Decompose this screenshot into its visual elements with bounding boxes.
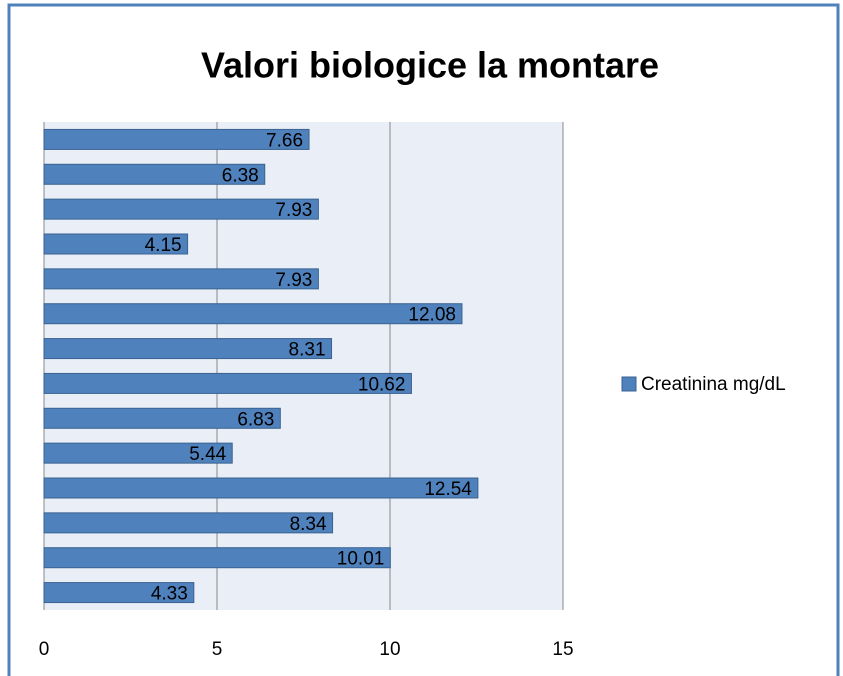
bar (43, 233, 189, 255)
legend-label: Creatinina mg/dL (641, 374, 786, 395)
data-label: 10.62 (358, 374, 406, 395)
data-label: 5.44 (189, 444, 226, 465)
bar (43, 128, 310, 150)
bar (43, 163, 266, 185)
bar (43, 338, 333, 360)
x-tick-label: 0 (39, 639, 50, 660)
x-tick-label: 10 (379, 639, 400, 660)
data-label: 8.34 (290, 514, 327, 535)
bar (43, 198, 319, 220)
bar (43, 442, 233, 464)
data-label: 6.83 (237, 409, 274, 430)
data-label: 12.54 (424, 479, 472, 500)
data-label: 7.93 (275, 270, 312, 291)
bar (43, 268, 319, 290)
data-label: 12.08 (408, 305, 456, 326)
bar (43, 372, 412, 394)
bar (43, 303, 463, 325)
chart-title: Valori biologice la montare (201, 45, 659, 86)
data-label: 7.66 (266, 130, 303, 151)
bar (43, 582, 195, 604)
x-tick-label: 5 (212, 639, 223, 660)
data-label: 10.01 (337, 549, 385, 570)
legend-swatch (621, 376, 637, 392)
bar (43, 407, 281, 429)
data-label: 4.15 (145, 235, 182, 256)
bar (43, 477, 479, 499)
bar (43, 512, 334, 534)
data-label: 7.93 (275, 200, 312, 221)
data-label: 6.38 (222, 165, 259, 186)
data-label: 8.31 (289, 340, 326, 361)
plot-area (44, 122, 563, 610)
frame (7, 3, 840, 676)
bar (43, 547, 391, 569)
data-label: 4.33 (151, 584, 188, 605)
x-tick-label: 15 (552, 639, 573, 660)
